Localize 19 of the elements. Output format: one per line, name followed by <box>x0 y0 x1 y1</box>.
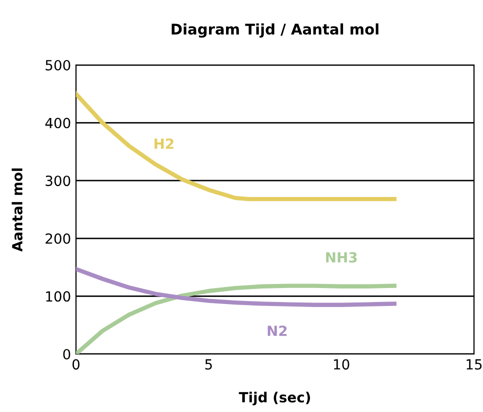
y-tick-label: 500 <box>46 60 70 70</box>
y-tick-label: 400 <box>45 118 70 128</box>
x-tick-label: 0 <box>72 359 80 370</box>
x-tick-label: 5 <box>205 359 212 370</box>
series-label: NH3 <box>326 252 357 263</box>
series-label: H2 <box>154 138 174 149</box>
chart-title: Diagram Tijd / Aantal mol <box>172 23 378 38</box>
series-label: N2 <box>268 326 287 336</box>
line-series <box>76 284 396 354</box>
line-series <box>76 266 396 307</box>
x-tick-label: 15 <box>466 359 482 370</box>
y-tick-label: 200 <box>46 233 70 244</box>
y-axis-title: Aantal mol <box>12 168 22 252</box>
line-series <box>76 92 396 202</box>
y-tick-label: 0 <box>63 348 70 360</box>
x-axis-title: Tijd (sec) <box>238 392 310 406</box>
x-tick-label: 10 <box>334 359 350 370</box>
y-tick-label: 100 <box>46 291 70 302</box>
y-tick-label: 300 <box>46 176 70 186</box>
